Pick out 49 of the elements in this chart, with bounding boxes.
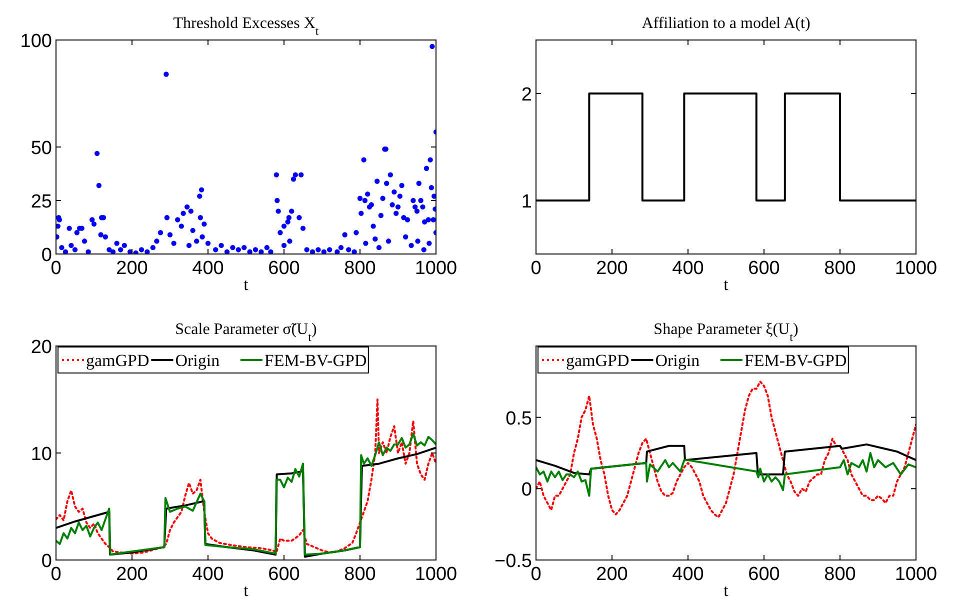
x-tick-label: 1000 [894,258,938,279]
legend-label: FEM-BV-GPD [264,351,367,370]
y-tick-label: 20 [30,337,52,358]
x-tick-label: 200 [596,564,628,585]
legend-label: gamGPD [566,351,630,370]
chart-title: Shape Parameter ξ(U$_{t}$) [654,321,798,344]
y-tick-label: 1 [521,192,532,212]
chart-title: Scale Parameter σ̃(U$_{t}$) [175,321,317,344]
line-series [56,398,436,555]
x-tick-label: 200 [116,564,148,585]
x-axis-title: t [724,275,729,294]
x-tick-label: 800 [344,258,376,279]
y-tick-label: −0.5 [494,551,532,572]
chart-title: Threshold Excesses X$_{t}$ [173,15,320,38]
y-tick-label: 50 [30,138,52,159]
x-tick-label: 1000 [414,258,458,279]
legend-label: FEM-BV-GPD [744,351,847,370]
x-tick-label: 400 [672,564,704,585]
legend-label: Origin [175,351,220,370]
x-axis-title: t [244,275,249,294]
x-axis-title: t [244,581,249,600]
x-tick-label: 600 [268,564,300,585]
y-tick-label: 10 [30,444,52,465]
y-tick-label: 0 [41,551,52,572]
x-tick-label: 400 [192,258,224,279]
y-tick-label: 0 [521,480,532,501]
legend-label: gamGPD [86,351,150,370]
x-tick-label: 800 [824,258,856,279]
x-axis-title: t [724,581,729,600]
chart-title: Affiliation to a model A(t) [642,15,810,32]
legend-label: Origin [655,351,700,370]
x-tick-label: 800 [344,564,376,585]
x-tick-label: 200 [596,258,628,279]
x-tick-label: 600 [268,258,300,279]
line-series [536,452,916,497]
line-series [536,380,916,518]
x-tick-label: 1000 [894,564,938,585]
x-tick-label: 800 [824,564,856,585]
y-tick-label: 0.5 [506,408,532,430]
x-tick-label: 600 [748,564,780,585]
y-tick-label: 2 [521,84,532,106]
y-tick-label: 0 [41,245,52,266]
y-tick-label: 25 [30,192,52,212]
x-tick-label: 200 [116,258,148,279]
x-tick-label: 400 [192,564,224,585]
x-tick-label: 1000 [414,564,458,585]
x-tick-label: 400 [672,258,704,279]
x-tick-label: 600 [748,258,780,279]
y-tick-label: 100 [20,31,52,52]
